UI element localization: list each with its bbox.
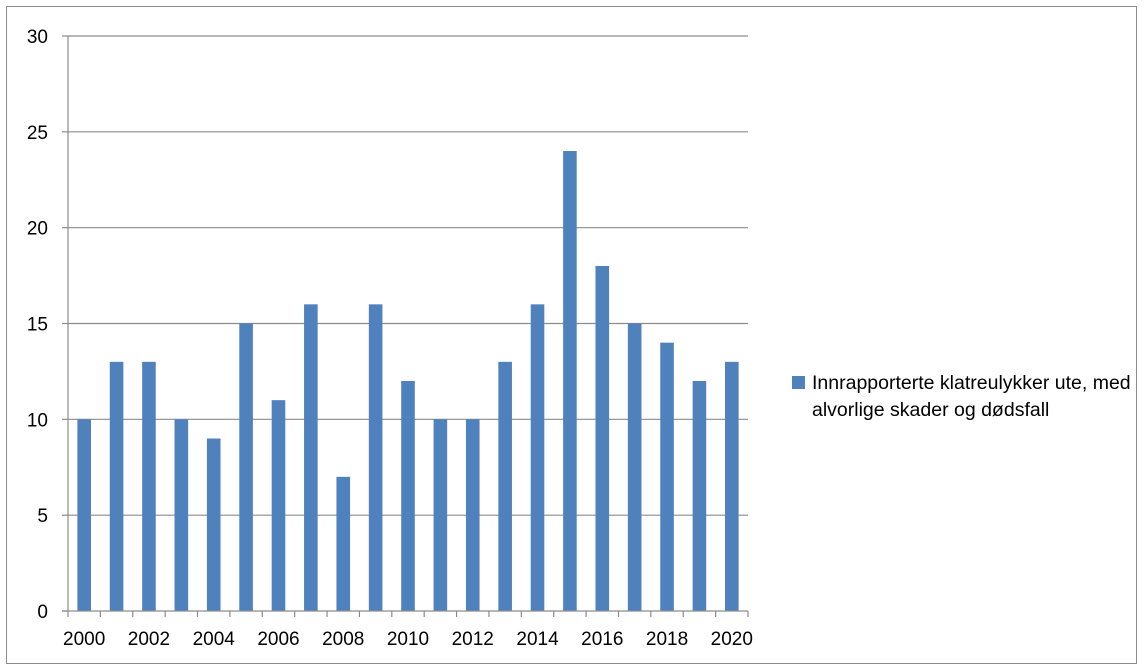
bar xyxy=(206,438,221,611)
bar xyxy=(271,400,286,611)
x-tick-label: 2008 xyxy=(322,629,364,650)
x-tick-label: 2018 xyxy=(646,629,688,650)
bar xyxy=(563,151,577,611)
y-tick-label: 25 xyxy=(27,123,48,144)
bar xyxy=(433,419,448,611)
bar xyxy=(77,419,91,611)
bar xyxy=(239,323,253,611)
x-tick-label: 2012 xyxy=(452,629,494,650)
y-tick-label: 15 xyxy=(27,315,48,336)
bar xyxy=(174,419,189,611)
bar xyxy=(465,419,480,611)
bar xyxy=(627,323,642,611)
legend-label: Innrapporterte klatreulykker ute, med al… xyxy=(812,372,1131,421)
bar xyxy=(595,266,610,611)
x-tick-label: 2010 xyxy=(387,629,429,650)
y-tick-label: 20 xyxy=(27,219,48,240)
bar xyxy=(401,381,415,611)
bar xyxy=(109,361,124,611)
x-axis-ticks: 2000 2002 2004 2006 2008 2010 2012 2014 2016 2018… xyxy=(63,611,753,650)
bar xyxy=(498,361,512,611)
x-tick-label: 2000 xyxy=(63,629,105,650)
x-tick-label: 2002 xyxy=(128,629,170,650)
y-axis-ticks: 0 5 10 15 20 25 30 xyxy=(27,27,68,623)
bar xyxy=(336,476,351,611)
x-tick-label: 2014 xyxy=(516,629,559,650)
bars xyxy=(77,151,739,611)
x-tick-label: 2004 xyxy=(193,629,236,650)
bar xyxy=(530,304,545,611)
x-tick-label: 2006 xyxy=(257,629,299,650)
bar xyxy=(304,304,318,611)
axes xyxy=(62,36,748,612)
legend-swatch xyxy=(792,376,805,389)
x-tick-label: 2020 xyxy=(711,629,753,650)
y-tick-label: 10 xyxy=(27,410,48,431)
y-tick-label: 30 xyxy=(27,27,48,48)
bar xyxy=(725,361,739,611)
y-tick-label: 5 xyxy=(37,506,48,527)
bar xyxy=(660,342,674,611)
y-tick-label: 0 xyxy=(37,602,48,623)
bar xyxy=(368,304,383,611)
bar xyxy=(692,381,707,611)
x-tick-label: 2016 xyxy=(581,629,623,650)
bar xyxy=(142,361,156,611)
